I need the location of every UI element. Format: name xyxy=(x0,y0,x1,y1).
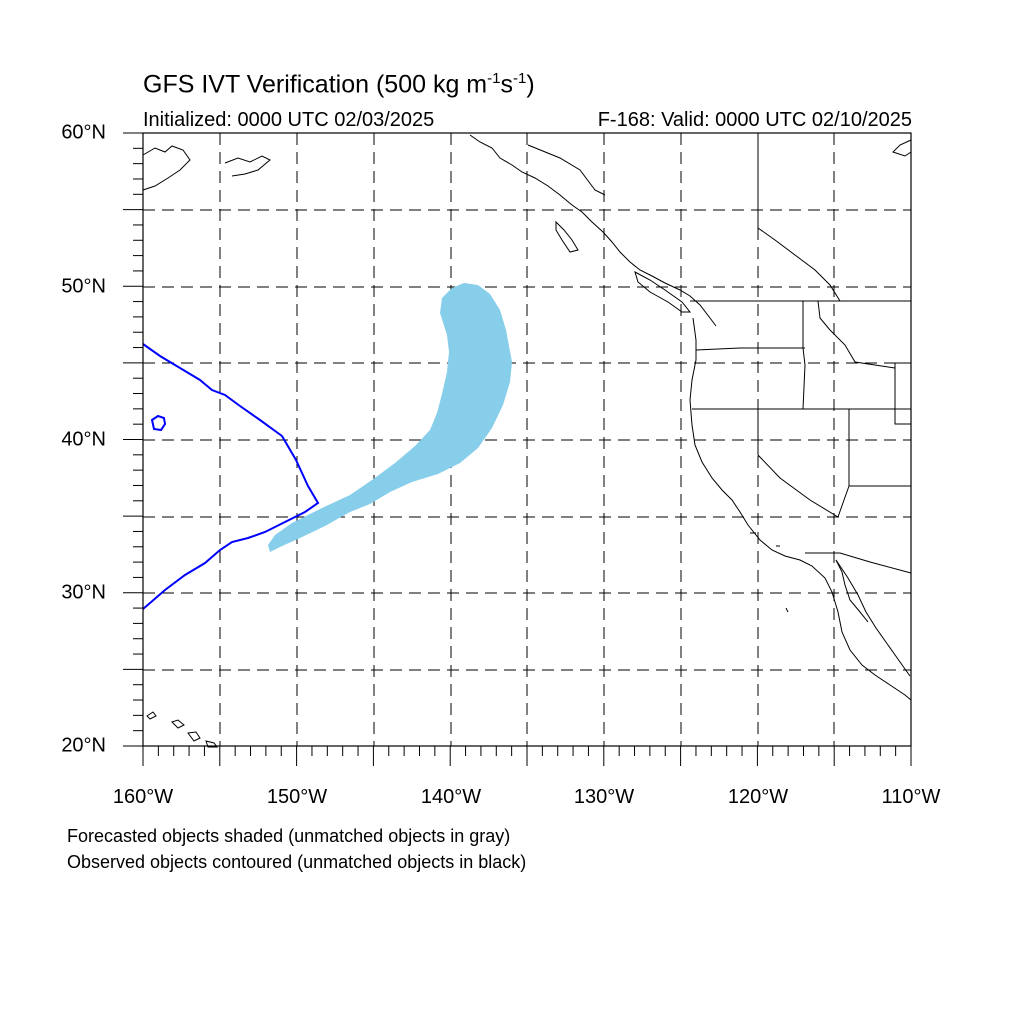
lat-label-30: 30°N xyxy=(61,581,106,604)
lon-label-160w: 160°W xyxy=(112,786,174,808)
valid-time: F-168: Valid: 0000 UTC 02/10/2025 xyxy=(597,109,912,131)
lon-label-110w: 110°W xyxy=(881,786,941,808)
lat-label-60: 60°N xyxy=(61,121,106,144)
coastlines xyxy=(142,134,912,748)
lon-label-150w: 150°W xyxy=(266,786,328,808)
lon-label-130w: 130°W xyxy=(573,786,635,808)
initialized-time: Initialized: 0000 UTC 02/03/2025 xyxy=(143,109,435,131)
observed-ivt-contour xyxy=(142,343,320,610)
lon-label-120w: 120°W xyxy=(727,786,789,808)
political-borders xyxy=(690,133,912,574)
observed-small-contour xyxy=(150,414,167,432)
lon-label-140w: 140°W xyxy=(420,786,482,808)
grid-lines xyxy=(143,133,911,746)
lat-label-20: 20°N xyxy=(61,734,106,757)
forecast-note: Forecasted objects shaded (unmatched obj… xyxy=(67,826,511,846)
forecast-ivt-object xyxy=(268,283,512,552)
lat-label-50: 50°N xyxy=(61,275,106,298)
axis-ticks xyxy=(123,132,912,766)
observed-note: Observed objects contoured (unmatched ob… xyxy=(67,852,527,872)
lat-label-40: 40°N xyxy=(61,428,106,451)
map-title: GFS IVT Verification (500 kg m-1s-1) xyxy=(143,70,535,99)
